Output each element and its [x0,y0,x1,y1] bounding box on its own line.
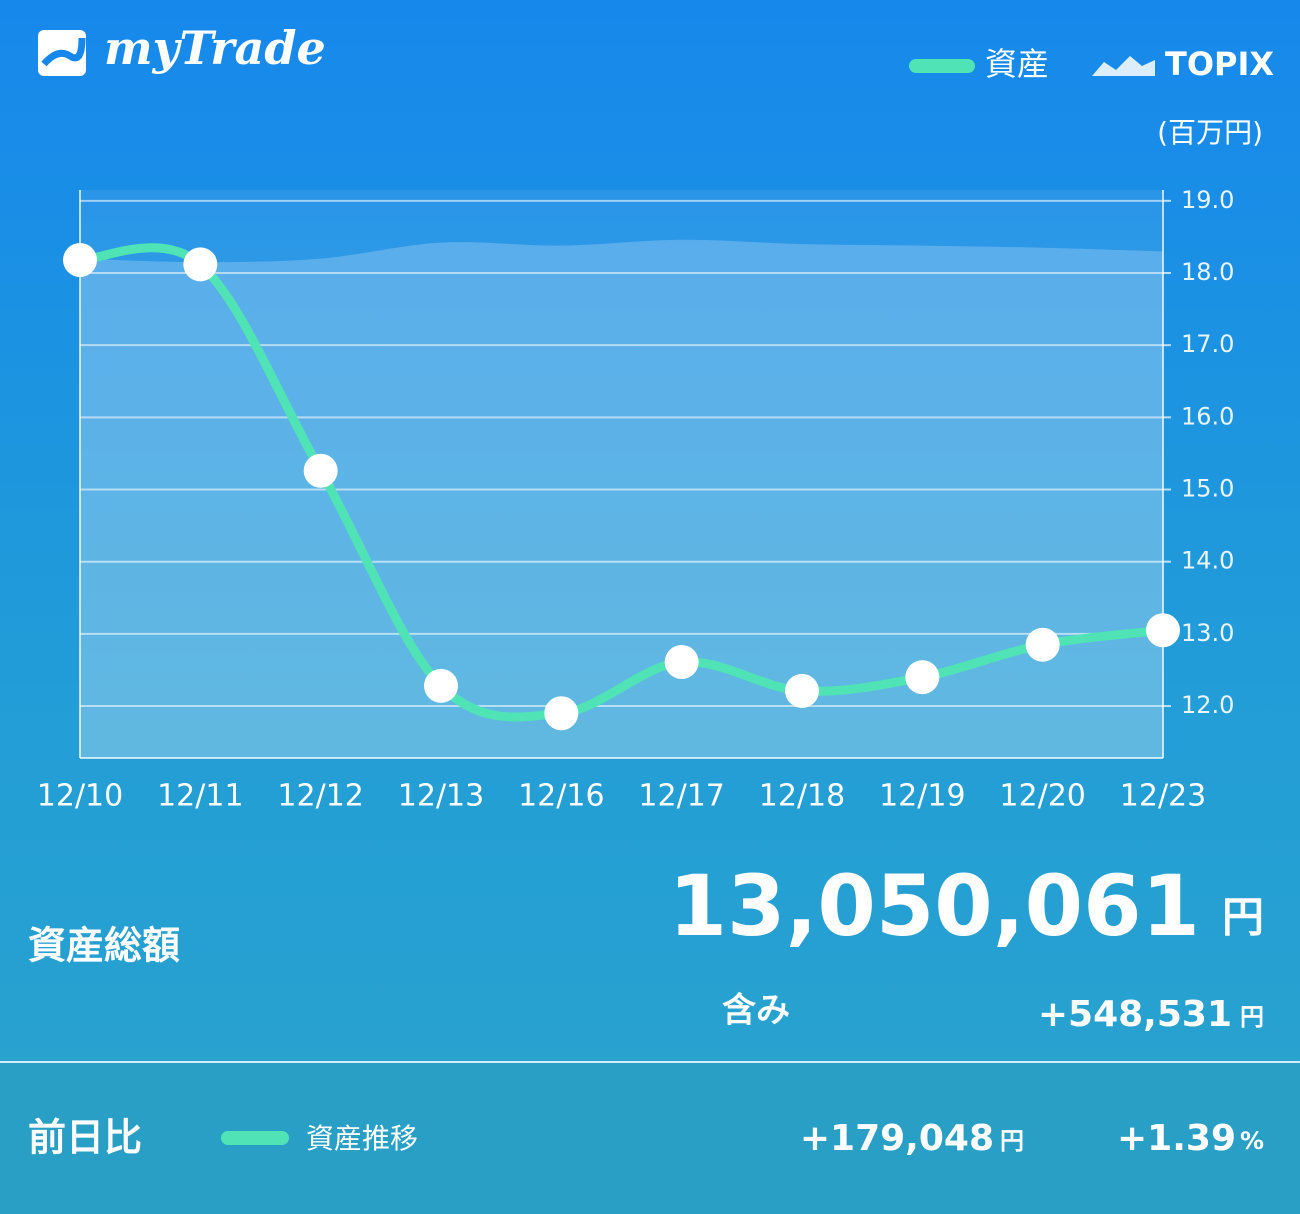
data-point [905,660,940,695]
legend-label: 資産 [985,45,1049,83]
y-tick-label: 17.0 [1181,330,1234,358]
data-point [303,453,338,488]
footer-bg [0,1062,1300,1214]
unrealized-label: 含み [722,991,790,1031]
x-tick-label: 12/17 [638,779,724,814]
data-point [183,247,218,282]
topix-area [80,239,1163,759]
footer-label: 前日比 [28,1116,142,1160]
y-tick-label: 13.0 [1181,619,1234,647]
x-tick-label: 12/23 [1120,779,1206,814]
data-point [544,696,579,731]
y-tick-label: 12.0 [1181,691,1234,719]
legend-swatch [1092,56,1155,76]
x-tick-label: 12/20 [999,779,1085,814]
x-tick-label: 12/10 [37,779,123,814]
percent-value: +1.39 [1117,1118,1236,1159]
data-point [1146,613,1180,648]
data-point [785,673,819,708]
x-tick-label: 12/19 [879,779,965,814]
footer-legend: 資産推移 [306,1122,418,1155]
data-point [424,668,458,703]
x-tick-label: 12/12 [277,779,363,814]
change-value: +179,048 [800,1118,994,1159]
app-name: myTrade [104,21,326,75]
data-point [1025,627,1060,662]
unrealized-unit: 円 [1240,1003,1264,1031]
x-tick-label: 12/16 [518,779,604,814]
y-tick-label: 14.0 [1181,547,1234,575]
total-value: 13,050,061 [669,857,1200,955]
data-point [63,243,97,278]
total-unit: 円 [1222,893,1264,942]
total-label: 資産総額 [28,924,180,968]
y-tick-label: 16.0 [1181,402,1234,430]
y-tick-label: 18.0 [1181,258,1234,286]
legend-label: TOPIX [1165,45,1274,83]
y-tick-label: 15.0 [1181,475,1234,503]
y-axis-label: (百万円) [1157,116,1263,149]
asset-line [75,243,1168,722]
data-point [664,645,699,680]
change-unit: 円 [1000,1127,1024,1155]
x-tick-label: 12/11 [157,779,243,814]
unrealized-value: +548,531 [1038,994,1232,1035]
x-tick-label: 12/18 [759,779,845,814]
y-tick-label: 19.0 [1181,186,1234,214]
x-tick-label: 12/13 [398,779,484,814]
percent-unit: % [1240,1127,1264,1155]
logo-icon [38,30,86,76]
